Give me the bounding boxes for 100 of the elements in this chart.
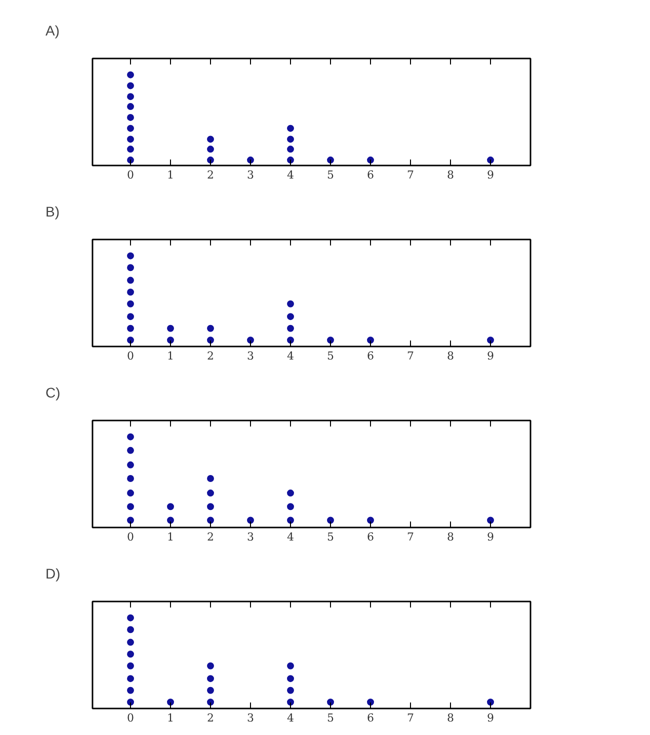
point	[367, 336, 374, 344]
chart-title: D)	[46, 566, 60, 582]
x-tick-label: 1	[167, 350, 174, 362]
point	[167, 503, 174, 510]
x-tick-label: 3	[247, 530, 254, 544]
point	[167, 698, 174, 706]
x-tick-label: 1	[167, 530, 174, 544]
point	[247, 156, 254, 164]
point	[127, 276, 134, 284]
x-tick-label: 9	[487, 530, 494, 544]
point	[127, 662, 134, 670]
x-tick-label: 6	[367, 168, 374, 182]
x-tick-label: 7	[407, 168, 414, 182]
point	[127, 114, 134, 121]
point	[207, 686, 214, 694]
point	[127, 675, 134, 682]
point	[367, 516, 374, 524]
point	[207, 490, 214, 497]
point	[207, 146, 214, 153]
point	[287, 698, 294, 706]
x-tick-label: 0	[127, 168, 134, 182]
x-tick-label: 8	[447, 530, 454, 544]
point	[127, 336, 134, 344]
point	[287, 324, 294, 332]
point	[287, 313, 294, 320]
point	[207, 516, 214, 524]
point	[287, 516, 294, 524]
point	[207, 156, 214, 164]
point	[207, 475, 214, 482]
point	[487, 698, 494, 706]
point	[207, 698, 214, 706]
point	[127, 614, 134, 622]
x-tick-label: 1	[167, 168, 174, 182]
point	[127, 288, 134, 296]
x-tick-label: 2	[207, 530, 214, 544]
point	[207, 503, 214, 510]
point	[487, 156, 494, 164]
x-tick-label: 0	[127, 712, 134, 724]
point	[327, 156, 334, 164]
point	[167, 516, 174, 524]
point	[287, 156, 294, 164]
x-tick-label: 2	[207, 350, 214, 362]
x-tick-label: 4	[287, 712, 294, 724]
point	[327, 698, 334, 706]
point	[127, 516, 134, 524]
point	[127, 136, 134, 143]
point	[327, 336, 334, 344]
point	[127, 103, 134, 110]
x-tick-label: 5	[327, 712, 334, 724]
x-tick-label: 9	[487, 350, 494, 362]
point	[127, 638, 134, 646]
point	[167, 336, 174, 344]
x-tick-label: 0	[127, 350, 134, 362]
point	[367, 698, 374, 706]
x-tick-label: 7	[407, 712, 414, 724]
point	[127, 475, 134, 482]
point	[127, 252, 134, 260]
point	[127, 650, 134, 658]
x-tick-label: 5	[327, 350, 334, 362]
point	[127, 626, 134, 634]
x-tick-label: 3	[247, 350, 254, 362]
point	[207, 324, 214, 332]
point	[127, 71, 134, 78]
x-tick-label: 7	[407, 350, 414, 362]
x-tick-label: 0	[127, 530, 134, 544]
chart-title: A)	[46, 22, 60, 38]
x-tick-label: 6	[367, 350, 374, 362]
point	[287, 675, 294, 682]
point	[287, 124, 294, 132]
point	[127, 503, 134, 510]
point	[127, 82, 134, 90]
x-tick-label: 9	[487, 168, 494, 182]
point	[127, 313, 134, 320]
x-tick-label: 3	[247, 712, 254, 724]
x-tick-label: 1	[167, 712, 174, 724]
point	[127, 93, 134, 100]
point	[247, 516, 254, 524]
chart-title: C)	[46, 384, 60, 400]
point	[207, 336, 214, 344]
x-tick-label: 5	[327, 168, 334, 182]
point	[127, 446, 134, 454]
point	[127, 146, 134, 153]
point	[287, 136, 294, 143]
x-tick-label: 9	[487, 712, 494, 724]
x-tick-label: 8	[447, 350, 454, 362]
x-tick-label: 5	[327, 530, 334, 544]
point	[367, 156, 374, 164]
point	[207, 675, 214, 682]
x-tick-label: 2	[207, 712, 214, 724]
point	[127, 156, 134, 164]
x-tick-label: 2	[207, 168, 214, 182]
x-tick-label: 8	[447, 168, 454, 182]
point	[127, 324, 134, 332]
point	[127, 461, 134, 468]
x-tick-label: 3	[247, 168, 254, 182]
point	[287, 300, 294, 308]
point	[487, 336, 494, 344]
point	[247, 336, 254, 344]
point	[127, 686, 134, 694]
x-tick-label: 7	[407, 530, 414, 544]
